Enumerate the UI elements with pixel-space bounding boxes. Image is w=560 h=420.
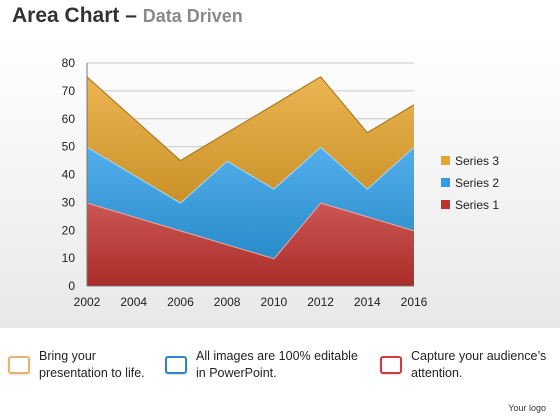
callout-2-text: All images are 100% editable in PowerPoi… xyxy=(196,349,358,380)
y-tick-label-0: 0 xyxy=(68,279,75,293)
chart-area: 0 10 20 30 40 50 60 70 80 2002 2004 2006 2008 2010 201… xyxy=(0,36,560,328)
y-tick-label-80: 80 xyxy=(62,56,76,70)
footer-logo: Your logo xyxy=(508,403,546,413)
x-tick-label-2010: 2010 xyxy=(261,295,288,309)
area-series-2 xyxy=(87,146,414,259)
x-tick-label-2004: 2004 xyxy=(120,295,147,309)
x-tick-label-2016: 2016 xyxy=(401,295,428,309)
callout-1-box-icon xyxy=(8,356,30,374)
y-tick-label-60: 60 xyxy=(62,112,76,126)
area-layers xyxy=(86,76,415,286)
title-main: Area Chart xyxy=(12,4,120,27)
area-chart: 0 10 20 30 40 50 60 70 80 2002 2004 2006 2008 2010 201… xyxy=(62,56,500,309)
legend-label-series-3: Series 3 xyxy=(455,154,499,168)
x-tick-label-2014: 2014 xyxy=(354,295,381,309)
x-tick-label-2008: 2008 xyxy=(214,295,241,309)
legend-label-series-2: Series 2 xyxy=(455,176,499,190)
title-subtitle: Data Driven xyxy=(142,6,243,26)
area-series-1 xyxy=(87,202,414,286)
legend: Series 3 Series 2 Series 1 xyxy=(441,154,499,212)
legend-swatch-series-1 xyxy=(441,200,450,209)
y-tick-label-70: 70 xyxy=(62,84,76,98)
callout-2-box-icon xyxy=(165,356,187,374)
y-tick-label-10: 10 xyxy=(62,251,76,265)
area-series-3 xyxy=(87,76,414,203)
callout-3-text: Capture your audience’s attention. xyxy=(411,349,547,380)
x-tick-label-2006: 2006 xyxy=(167,295,194,309)
x-tick-label-2012: 2012 xyxy=(307,295,334,309)
page-title: Area Chart – Data Driven xyxy=(12,4,243,28)
callout-3: Capture your audience’s attention. xyxy=(380,348,546,384)
x-tick-label-2002: 2002 xyxy=(74,295,101,309)
y-tick-label-20: 20 xyxy=(62,223,76,237)
legend-swatch-series-3 xyxy=(441,156,450,165)
callout-2: All images are 100% editable in PowerPoi… xyxy=(165,348,358,384)
area-edge-series-3 xyxy=(86,76,415,162)
callout-1-text: Bring your presentation to life. xyxy=(39,349,145,380)
y-tick-label-40: 40 xyxy=(62,168,76,182)
callout-3-box-icon xyxy=(380,356,402,374)
legend-label-series-1: Series 1 xyxy=(455,198,499,212)
y-tick-label-30: 30 xyxy=(62,195,76,209)
legend-swatch-series-2 xyxy=(441,178,450,187)
y-tick-label-50: 50 xyxy=(62,140,76,154)
callout-1: Bring your presentation to life. xyxy=(8,348,145,384)
title-separator: – xyxy=(119,4,143,27)
